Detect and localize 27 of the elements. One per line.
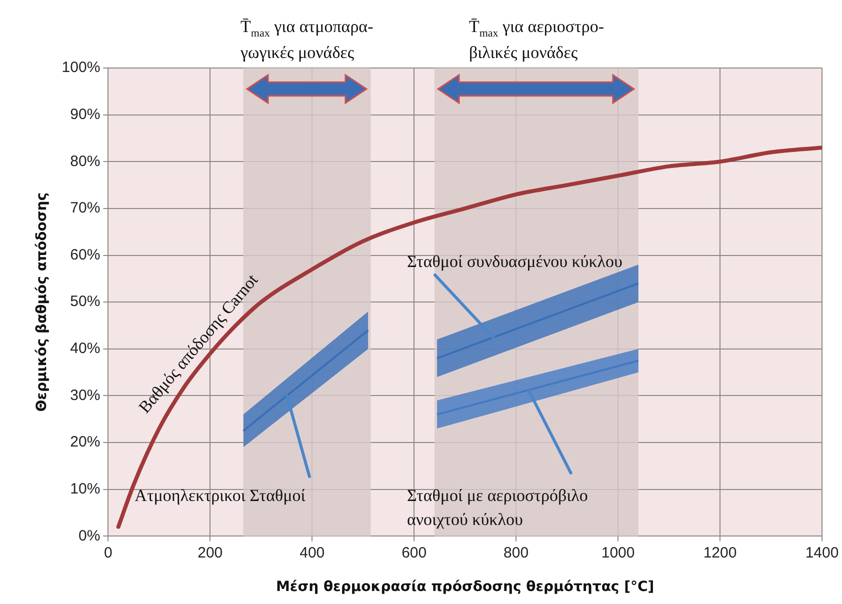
y-tick-label: 30% <box>70 386 100 404</box>
y-tick-label: 90% <box>70 106 100 123</box>
y-tick-label: 100% <box>62 59 100 76</box>
x-tick-label: 400 <box>300 544 325 562</box>
x-tick-label: 600 <box>402 544 427 562</box>
y-tick-label: 70% <box>70 200 100 217</box>
x-tick-label: 800 <box>504 544 529 562</box>
x-axis-title: Μέση θερμοκρασία πρόσδοσης θερμότητας [°C] <box>276 579 654 596</box>
band-label: T̄$_{max}$ για ατμοπαρα- γωγικές μονάδες <box>240 17 374 62</box>
y-tick-label: 40% <box>70 340 100 358</box>
y-tick-label: 80% <box>70 152 100 170</box>
annotation: Σταθμοί συνδυασμένου κύκλου <box>406 252 622 271</box>
x-tick-label: 1000 <box>601 544 635 562</box>
band-label: T̄$_{max}$ για αεριοστρο- βιλικές μονάδες <box>468 17 604 62</box>
y-tick-label: 0% <box>78 527 100 544</box>
x-tick-label: 200 <box>198 544 223 562</box>
y-tick-label: 20% <box>70 434 100 451</box>
y-tick-label: 60% <box>70 246 100 264</box>
x-tick-label: 1400 <box>805 544 839 562</box>
y-axis-title: Θερμικός βαθμός απόδοσης <box>34 192 50 412</box>
y-tick-label: 50% <box>70 293 100 310</box>
annotation: Σταθμοί με αεριοστρόβιλο ανοιχτού κύκλου <box>406 486 588 529</box>
y-tick-label: 10% <box>70 480 100 498</box>
x-tick-label: 0 <box>104 544 112 562</box>
annotation: Ατμοηλεκτρικοι Σταθμοί <box>134 486 306 505</box>
x-tick-label: 1200 <box>703 544 737 562</box>
line-series <box>116 146 822 529</box>
